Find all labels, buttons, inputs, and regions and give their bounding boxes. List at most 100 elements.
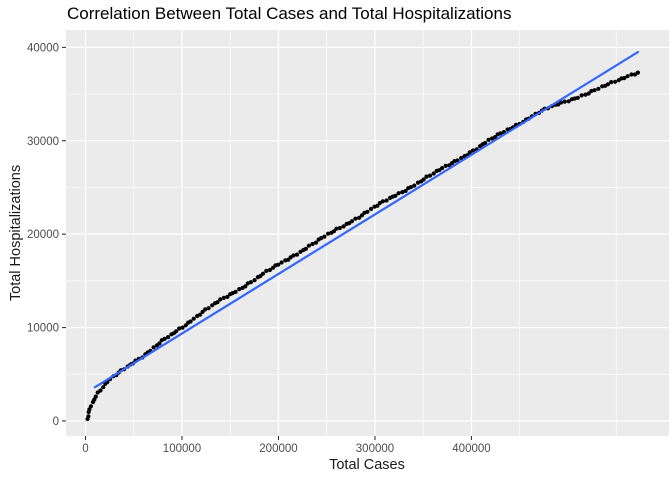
data-point bbox=[198, 312, 203, 317]
data-point bbox=[562, 99, 567, 104]
data-point bbox=[260, 271, 266, 276]
data-point bbox=[470, 148, 476, 153]
data-point bbox=[294, 252, 300, 257]
data-point bbox=[267, 267, 272, 273]
data-point bbox=[218, 297, 223, 302]
data-point bbox=[483, 140, 488, 146]
data-point bbox=[486, 137, 491, 142]
data-point bbox=[349, 219, 354, 224]
y-tick-label: 0 bbox=[53, 416, 59, 428]
data-point bbox=[279, 260, 284, 265]
data-point bbox=[151, 345, 156, 350]
data-point bbox=[98, 388, 103, 393]
data-point bbox=[331, 229, 336, 234]
data-point bbox=[629, 72, 634, 77]
data-point bbox=[437, 168, 442, 173]
data-point bbox=[613, 79, 618, 84]
data-point bbox=[326, 231, 331, 236]
x-tick-label: 0 bbox=[82, 443, 88, 455]
data-point bbox=[467, 150, 472, 155]
data-point bbox=[237, 287, 242, 292]
data-point bbox=[493, 135, 498, 140]
data-point bbox=[368, 206, 374, 212]
data-point bbox=[575, 95, 580, 100]
data-point bbox=[605, 82, 611, 87]
x-tick-label: 300000 bbox=[356, 443, 394, 455]
data-point bbox=[586, 91, 591, 96]
plot-title: Correlation Between Total Cases and Tota… bbox=[67, 4, 512, 23]
data-point bbox=[596, 86, 601, 91]
data-point bbox=[157, 341, 162, 346]
data-point bbox=[221, 295, 226, 300]
data-point bbox=[357, 215, 362, 220]
data-point bbox=[177, 326, 182, 331]
data-point bbox=[303, 246, 308, 251]
data-point bbox=[243, 284, 248, 289]
data-point bbox=[403, 188, 408, 194]
data-point bbox=[622, 76, 627, 81]
data-point bbox=[341, 224, 346, 229]
x-tick-label: 400000 bbox=[452, 443, 490, 455]
data-point bbox=[380, 199, 385, 204]
data-point bbox=[443, 163, 448, 168]
data-point bbox=[203, 307, 208, 312]
data-point bbox=[400, 190, 405, 195]
data-point bbox=[566, 99, 571, 104]
data-point bbox=[264, 268, 269, 273]
x-tick-label: 100000 bbox=[163, 443, 201, 455]
data-point bbox=[306, 243, 311, 248]
y-axis-title: Total Hospitalizations bbox=[8, 164, 24, 302]
trend-line bbox=[93, 50, 640, 389]
data-point bbox=[635, 70, 641, 75]
x-axis-title: Total Cases bbox=[329, 457, 405, 473]
data-point bbox=[592, 88, 597, 93]
data-point bbox=[210, 303, 215, 308]
data-point bbox=[440, 166, 445, 171]
data-point bbox=[86, 414, 91, 419]
data-point bbox=[408, 185, 413, 190]
data-point bbox=[191, 316, 196, 321]
data-point bbox=[322, 234, 327, 239]
data-point bbox=[625, 74, 630, 79]
data-point bbox=[421, 177, 426, 182]
data-point bbox=[166, 335, 171, 340]
data-point bbox=[583, 92, 588, 97]
data-point bbox=[459, 155, 464, 161]
data-point bbox=[427, 173, 433, 178]
data-point bbox=[319, 236, 324, 241]
data-point bbox=[180, 325, 185, 330]
data-point bbox=[559, 100, 564, 105]
data-point bbox=[337, 225, 342, 231]
data-point bbox=[609, 80, 614, 85]
data-point bbox=[415, 180, 421, 185]
x-tick-label: 200000 bbox=[259, 443, 297, 455]
data-point bbox=[393, 193, 398, 198]
data-point bbox=[396, 191, 401, 196]
plot-panel bbox=[66, 30, 669, 436]
data-point bbox=[384, 198, 389, 203]
data-point bbox=[498, 131, 503, 136]
data-point bbox=[248, 280, 253, 285]
data-point bbox=[412, 183, 417, 188]
data-point bbox=[252, 278, 257, 283]
data-point bbox=[162, 336, 167, 341]
data-point bbox=[579, 93, 584, 98]
y-tick-label: 20000 bbox=[27, 229, 59, 241]
data-point bbox=[188, 319, 193, 324]
data-point bbox=[291, 253, 296, 258]
data-point bbox=[431, 171, 436, 176]
data-point bbox=[93, 394, 98, 399]
data-point bbox=[206, 306, 211, 311]
data-point bbox=[365, 209, 370, 214]
y-tick-label: 30000 bbox=[27, 136, 59, 148]
data-point bbox=[589, 88, 594, 94]
y-tick-label: 40000 bbox=[27, 42, 59, 54]
data-point bbox=[313, 240, 319, 245]
data-point bbox=[334, 226, 339, 231]
data-point bbox=[88, 404, 93, 409]
data-point bbox=[183, 323, 188, 328]
data-point bbox=[276, 262, 281, 267]
data-point bbox=[174, 329, 179, 334]
